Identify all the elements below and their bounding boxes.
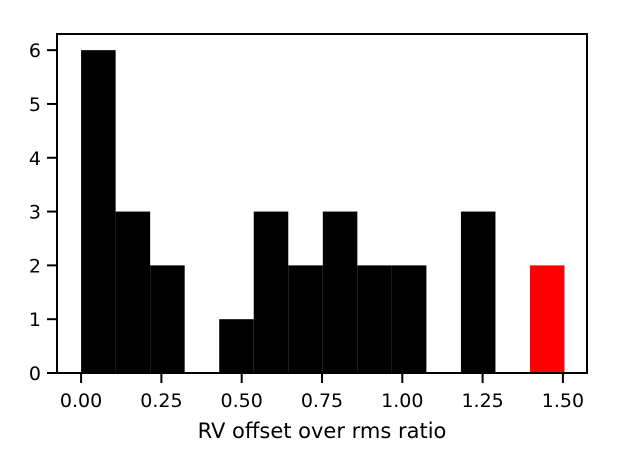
histogram-bar xyxy=(322,211,358,373)
histogram-bar xyxy=(253,211,289,373)
x-axis-label: RV offset over rms ratio xyxy=(198,419,447,443)
y-tick-label: 3 xyxy=(29,202,41,224)
histogram-bar xyxy=(150,265,185,373)
x-tick-label: 0.50 xyxy=(221,390,263,412)
histogram-bar xyxy=(288,265,323,373)
highlighted-bar xyxy=(529,265,565,373)
histogram-bar xyxy=(357,265,392,373)
y-tick-label: 6 xyxy=(29,40,41,62)
x-tick-label: 1.25 xyxy=(461,390,503,412)
y-tick-label: 5 xyxy=(29,94,41,116)
x-tick-label: 0.25 xyxy=(140,390,182,412)
histogram-bars xyxy=(81,50,565,374)
histogram-bar xyxy=(391,265,427,373)
y-tick-label: 2 xyxy=(29,255,41,277)
x-axis-ticks: 0.00 0.25 0.50 0.75 1.00 1.25 1.50 xyxy=(60,373,584,412)
y-tick-label: 1 xyxy=(29,309,41,331)
x-tick-label: 0.75 xyxy=(301,390,343,412)
histogram-bar xyxy=(219,319,254,373)
histogram-bar xyxy=(81,50,116,374)
x-tick-label: 1.50 xyxy=(542,390,584,412)
histogram-bar xyxy=(115,211,151,373)
y-tick-label: 4 xyxy=(29,148,41,170)
x-tick-label: 1.00 xyxy=(381,390,423,412)
y-tick-label: 0 xyxy=(29,363,41,385)
histogram-bar xyxy=(460,211,496,373)
x-tick-label: 0.00 xyxy=(60,390,102,412)
y-axis-ticks: 0 1 2 3 4 5 6 xyxy=(29,40,57,385)
